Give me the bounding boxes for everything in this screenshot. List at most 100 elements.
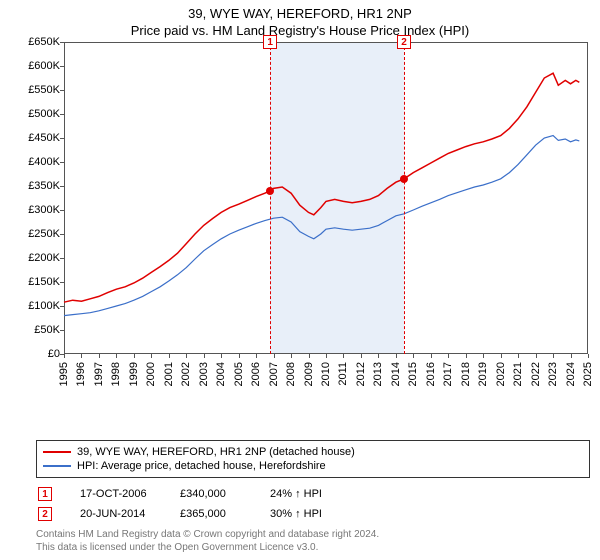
- x-axis-label: 2005: [233, 360, 245, 386]
- sale-marker: 1: [38, 487, 52, 501]
- legend-label: 39, WYE WAY, HEREFORD, HR1 2NP (detached…: [77, 446, 355, 458]
- x-axis-label: 2025: [582, 360, 594, 386]
- y-tick-mark: [60, 330, 64, 331]
- x-tick-mark: [413, 354, 414, 358]
- marker-dot: [400, 175, 408, 183]
- y-tick-mark: [60, 186, 64, 187]
- y-axis-label: £250K: [28, 228, 64, 240]
- y-tick-mark: [60, 210, 64, 211]
- footer-line1: Contains HM Land Registry data © Crown c…: [36, 528, 590, 541]
- x-tick-mark: [99, 354, 100, 358]
- x-axis-label: 2016: [425, 360, 437, 386]
- y-tick-mark: [60, 258, 64, 259]
- chart-lines-svg: [64, 42, 588, 354]
- y-axis-label: £150K: [28, 276, 64, 288]
- x-axis-label: 2003: [198, 360, 210, 386]
- x-axis-label: 2021: [512, 360, 524, 386]
- x-axis-label: 1999: [128, 360, 140, 386]
- x-axis-label: 2019: [477, 360, 489, 386]
- y-tick-mark: [60, 114, 64, 115]
- legend-swatch: [43, 465, 71, 467]
- y-tick-mark: [60, 282, 64, 283]
- x-axis-label: 2002: [180, 360, 192, 386]
- x-tick-mark: [256, 354, 257, 358]
- bottom-section: 39, WYE WAY, HEREFORD, HR1 2NP (detached…: [36, 440, 590, 554]
- chart-plot-area: £0£50K£100K£150K£200K£250K£300K£350K£400…: [64, 42, 588, 354]
- x-axis-label: 2000: [145, 360, 157, 386]
- sale-hpi: 30% ↑ HPI: [270, 508, 360, 520]
- y-axis-label: £450K: [28, 132, 64, 144]
- x-axis-label: 2014: [390, 360, 402, 386]
- y-axis-label: £100K: [28, 300, 64, 312]
- footer-line2: This data is licensed under the Open Gov…: [36, 541, 590, 554]
- y-tick-mark: [60, 306, 64, 307]
- y-tick-mark: [60, 90, 64, 91]
- marker-box: 1: [263, 35, 277, 49]
- x-axis-label: 1997: [93, 360, 105, 386]
- x-axis-label: 2018: [460, 360, 472, 386]
- x-axis-label: 2001: [163, 360, 175, 386]
- y-axis-label: £600K: [28, 60, 64, 72]
- x-axis-label: 2023: [547, 360, 559, 386]
- legend-box: 39, WYE WAY, HEREFORD, HR1 2NP (detached…: [36, 440, 590, 478]
- x-tick-mark: [588, 354, 589, 358]
- x-axis-label: 2022: [530, 360, 542, 386]
- legend-row: HPI: Average price, detached house, Here…: [43, 459, 583, 473]
- y-tick-mark: [60, 66, 64, 67]
- y-axis-label: £550K: [28, 84, 64, 96]
- sale-price: £340,000: [180, 488, 270, 500]
- sale-price: £365,000: [180, 508, 270, 520]
- x-tick-mark: [396, 354, 397, 358]
- y-tick-mark: [60, 42, 64, 43]
- chart-title: 39, WYE WAY, HEREFORD, HR1 2NP: [0, 0, 600, 21]
- x-axis-label: 1998: [110, 360, 122, 386]
- legend-swatch: [43, 451, 71, 453]
- y-axis-label: £350K: [28, 180, 64, 192]
- x-tick-mark: [239, 354, 240, 358]
- x-tick-mark: [309, 354, 310, 358]
- x-tick-mark: [221, 354, 222, 358]
- x-axis-label: 2010: [320, 360, 332, 386]
- x-tick-mark: [64, 354, 65, 358]
- x-tick-mark: [466, 354, 467, 358]
- y-axis-label: £500K: [28, 108, 64, 120]
- y-axis-label: £650K: [28, 36, 64, 48]
- x-tick-mark: [518, 354, 519, 358]
- footer-attribution: Contains HM Land Registry data © Crown c…: [36, 524, 590, 554]
- series-line: [64, 136, 579, 316]
- x-axis-label: 2012: [355, 360, 367, 386]
- y-tick-mark: [60, 162, 64, 163]
- x-tick-mark: [343, 354, 344, 358]
- x-tick-mark: [81, 354, 82, 358]
- x-tick-mark: [274, 354, 275, 358]
- x-axis-label: 2020: [495, 360, 507, 386]
- sale-marker: 2: [38, 507, 52, 521]
- x-axis-label: 2017: [442, 360, 454, 386]
- x-tick-mark: [134, 354, 135, 358]
- y-tick-mark: [60, 234, 64, 235]
- sale-hpi: 24% ↑ HPI: [270, 488, 360, 500]
- chart-subtitle: Price paid vs. HM Land Registry's House …: [0, 21, 600, 42]
- series-line: [64, 73, 579, 302]
- x-axis-label: 2015: [407, 360, 419, 386]
- marker-dot: [266, 187, 274, 195]
- x-axis-label: 2024: [565, 360, 577, 386]
- legend-label: HPI: Average price, detached house, Here…: [77, 460, 326, 472]
- sale-row: 1 17-OCT-2006£340,00024% ↑ HPI: [36, 484, 590, 504]
- x-axis-label: 2011: [337, 360, 349, 386]
- sale-date: 17-OCT-2006: [80, 488, 180, 500]
- x-axis-label: 2009: [303, 360, 315, 386]
- x-axis-label: 1995: [58, 360, 70, 386]
- x-tick-mark: [553, 354, 554, 358]
- y-axis-label: £200K: [28, 252, 64, 264]
- x-tick-mark: [378, 354, 379, 358]
- legend-row: 39, WYE WAY, HEREFORD, HR1 2NP (detached…: [43, 445, 583, 459]
- x-tick-mark: [571, 354, 572, 358]
- x-tick-mark: [483, 354, 484, 358]
- x-tick-mark: [151, 354, 152, 358]
- x-tick-mark: [361, 354, 362, 358]
- x-axis-label: 2007: [268, 360, 280, 386]
- y-axis-label: £300K: [28, 204, 64, 216]
- x-axis-label: 2008: [285, 360, 297, 386]
- marker-vline: [404, 42, 405, 354]
